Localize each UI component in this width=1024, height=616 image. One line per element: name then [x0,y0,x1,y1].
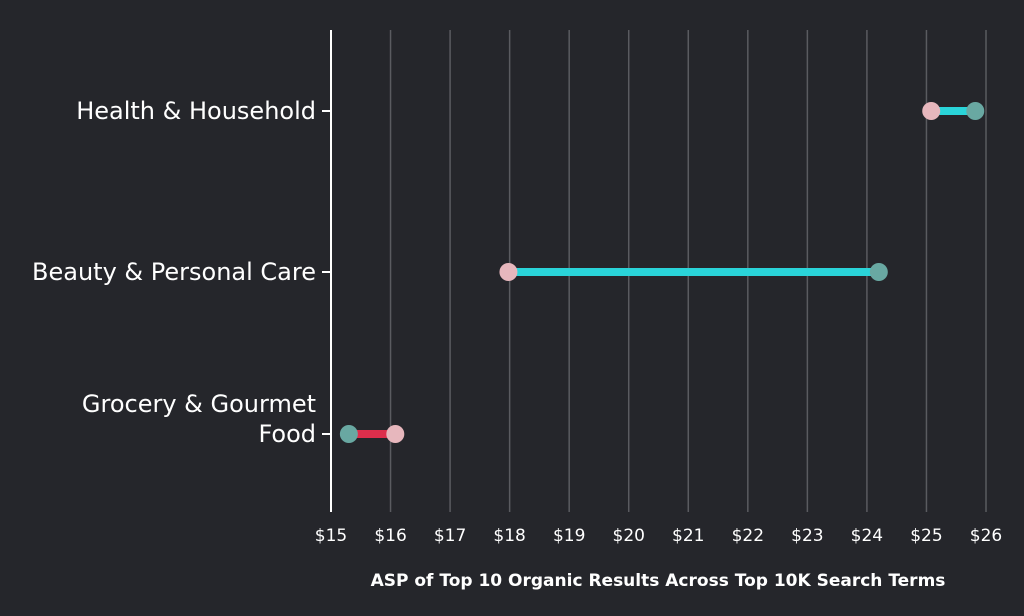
x-tick-label: $23 [791,526,823,546]
x-tick-label: $21 [672,526,704,546]
start-point [386,425,405,443]
category-label-line: Food [258,420,316,448]
x-tick-label: $22 [732,526,764,546]
x-tick-label: $18 [493,526,525,546]
end-point [966,102,985,120]
x-tick-label: $19 [553,526,585,546]
end-point [869,263,888,281]
category-label: Health & Household [76,97,316,125]
x-tick-label: $25 [910,526,942,546]
x-tick-label: $16 [374,526,406,546]
dumbbell-points [339,102,985,443]
start-point [499,263,518,281]
x-tick-label: $26 [970,526,1002,546]
x-tick-label: $24 [851,526,883,546]
category-label-line: Grocery & Gourmet [82,390,316,418]
category-label: Beauty & Personal Care [32,258,316,286]
x-tick-label: $15 [315,526,347,546]
y-axis [322,30,332,512]
x-tick-label: $20 [613,526,645,546]
start-point [922,102,941,120]
x-tick-labels: $15 $16 $17 $18 $19 $20 $21 $22 $23 $24 $25 $26 [315,526,1002,546]
x-tick-label: $17 [434,526,466,546]
category-labels: Health & Household Beauty & Personal Care… [32,97,316,448]
end-point [339,425,358,443]
x-axis-title: ASP of Top 10 Organic Results Across Top… [371,571,946,591]
category-label: Grocery & Gourmet Food [82,390,316,448]
